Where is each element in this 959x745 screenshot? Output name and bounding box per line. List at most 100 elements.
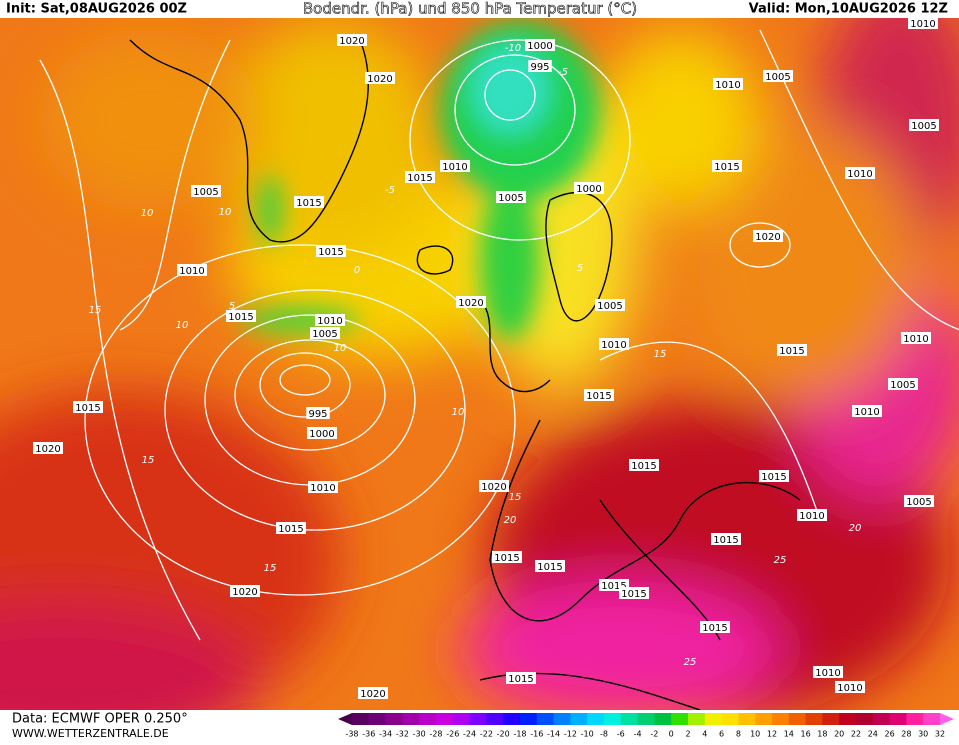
colorbar-label: 18: [817, 730, 827, 739]
isobar-label: 1010: [903, 334, 928, 345]
colorbar-label: -38: [345, 730, 358, 739]
colorbar-segment: [553, 713, 571, 725]
isobar-label-box: [835, 681, 865, 693]
isobar-label-box: [33, 442, 63, 454]
isobar-label: 1015: [586, 391, 611, 402]
isobar-label: 1010: [715, 80, 740, 91]
colorbar-label: -22: [480, 730, 493, 739]
colorbar-label: 10: [750, 730, 760, 739]
temperature-label: 15: [89, 305, 102, 316]
isobar-label: 1010: [854, 407, 879, 418]
isobar-label-box: [177, 264, 207, 276]
isobar-label: 1015: [407, 173, 432, 184]
isobar-label: 1020: [367, 74, 392, 85]
colorbar-end: [338, 713, 352, 725]
isobar-label: 1005: [312, 329, 337, 340]
isobar-label: 1010: [847, 169, 872, 180]
isobar-label-box: [813, 666, 843, 678]
colorbar-segment: [856, 713, 874, 725]
temperature-label: 10: [334, 343, 347, 354]
isobar-label-box: [852, 405, 882, 417]
colorbar-segment: [604, 713, 622, 725]
isobar-label: 1005: [906, 497, 931, 508]
isobar-label-box: [307, 427, 337, 439]
colorbar-label: -20: [497, 730, 510, 739]
isobar-label: 1010: [442, 162, 467, 173]
colorbar-label: -30: [413, 730, 426, 739]
isobar-label: 1005: [193, 187, 218, 198]
colorbar-label: 0: [669, 730, 674, 739]
data-source: Data: ECMWF OPER 0.250°: [12, 712, 188, 727]
isobar-label-box: [584, 389, 614, 401]
isobar-label: 1015: [714, 162, 739, 173]
isobar-label-box: [310, 327, 340, 339]
isobar-label: 1015: [296, 198, 321, 209]
isobar-label: 1010: [815, 668, 840, 679]
isobar-label-box: [315, 314, 345, 326]
colorbar-segment: [536, 713, 555, 725]
colorbar-segment: [352, 713, 370, 725]
isobar-label: 1005: [498, 193, 523, 204]
colorbar-segment: [570, 713, 588, 725]
colorbar-label: 14: [784, 730, 794, 739]
isobar-label: 1005: [765, 72, 790, 83]
colorbar-segment: [839, 713, 857, 725]
colorbar-label: -36: [362, 730, 375, 739]
isobar-label-box: [226, 310, 256, 322]
isobar-label-box: [276, 522, 306, 534]
colorbar-label: -18: [513, 730, 526, 739]
isobar-label-box: [904, 495, 934, 507]
temperature-label: 10: [141, 208, 154, 219]
colorbar-segment: [637, 713, 655, 725]
colorbar-segment: [889, 713, 907, 725]
isobar-label-box: [73, 401, 103, 413]
colorbar-label: -24: [463, 730, 476, 739]
isobar-label-box: [712, 160, 742, 172]
init-time: Init: Sat,08AUG2026 00Z: [6, 2, 187, 17]
colorbar-label: 28: [901, 730, 911, 739]
colorbar-label: 2: [685, 730, 690, 739]
isobar-label-box: [763, 70, 793, 82]
valid-time: Valid: Mon,10AUG2026 12Z: [749, 2, 948, 17]
isobar-label-box: [888, 378, 918, 390]
isobar-label-box: [337, 34, 367, 46]
colorbar-segment: [772, 713, 790, 725]
colorbar-label: -2: [650, 730, 658, 739]
temperature-label: 15: [509, 492, 522, 503]
isobar-label: 1005: [597, 301, 622, 312]
colorbar-label: 16: [801, 730, 811, 739]
colorbar-label: 4: [702, 730, 707, 739]
isobar-label-box: [908, 17, 938, 29]
temperature-label: 10: [176, 320, 189, 331]
colorbar-label: 8: [736, 730, 741, 739]
isobar-label: 1015: [494, 553, 519, 564]
colorbar-segment: [587, 713, 605, 725]
isobar-label-box: [753, 230, 783, 242]
isobar-label-box: [191, 185, 221, 197]
isobars: [39, 29, 959, 641]
temperature-label: 10: [219, 207, 232, 218]
colorbar-label: 12: [767, 730, 777, 739]
website: WWW.WETTERZENTRALE.DE: [12, 727, 169, 740]
isobar-label-box: [506, 672, 536, 684]
isobar-label: 1010: [179, 266, 204, 277]
isobar-label: 1010: [910, 19, 935, 30]
colorbar-segment: [436, 713, 454, 725]
colorbar-segment: [452, 713, 471, 725]
isobar-label-box: [759, 470, 789, 482]
colorbar-segment: [805, 713, 823, 725]
colorbar-label: -8: [600, 730, 608, 739]
isobar-label-box: [797, 509, 827, 521]
colorbar-label: -4: [634, 730, 642, 739]
isobar-label: 1020: [232, 587, 257, 598]
isobar-label-box: [316, 245, 346, 257]
isobar-label: 1005: [911, 121, 936, 132]
isobar-label-box: [308, 481, 338, 493]
isobar-label-box: [629, 459, 659, 471]
isobar-label-box: [574, 182, 604, 194]
colorbar-label: 24: [868, 730, 878, 739]
isobar-label: 1015: [631, 461, 656, 472]
isobar-label: 1020: [339, 36, 364, 47]
